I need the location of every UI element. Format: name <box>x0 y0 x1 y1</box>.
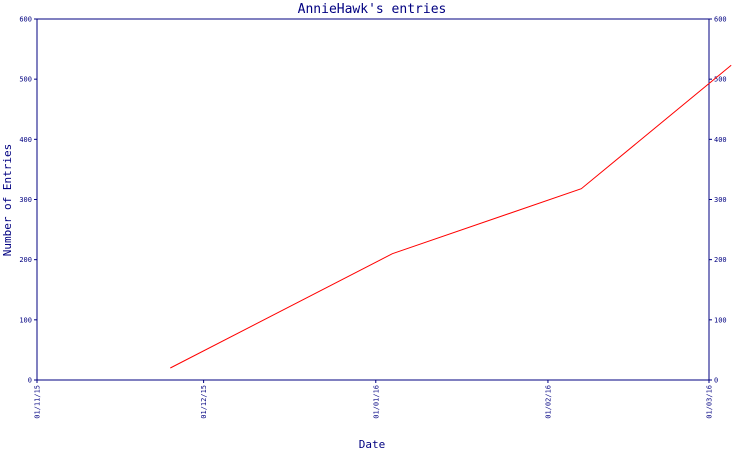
y-tick-label-right: 100 <box>714 316 727 324</box>
x-axis-label: Date <box>359 438 386 450</box>
y-tick-label-right: 300 <box>714 196 727 204</box>
x-tick-label: 01/12/15 <box>200 385 208 419</box>
y-axis-label: Number of Entries <box>1 144 14 257</box>
y-tick-label-left: 600 <box>19 16 32 24</box>
y-tick-label-left: 0 <box>28 377 32 385</box>
y-tick-label-right: 400 <box>714 136 727 144</box>
chart-title: AnnieHawk's entries <box>298 2 447 17</box>
y-axis-right: 0 100 200 300 400 500 600 <box>709 16 727 385</box>
y-tick-label-right: 500 <box>714 76 727 84</box>
y-tick-label-left: 500 <box>19 76 32 84</box>
series-group <box>170 64 732 369</box>
y-tick-label-left: 100 <box>19 316 32 324</box>
plot-area-frame <box>36 18 710 381</box>
x-tick-label: 01/02/16 <box>544 385 552 419</box>
y-tick-label-right: 0 <box>714 377 718 385</box>
y-tick-label-right: 200 <box>714 256 727 264</box>
series-line <box>170 64 732 369</box>
x-tick-label: 01/11/15 <box>34 385 42 419</box>
x-tick-label: 01/03/16 <box>706 385 714 419</box>
y-tick-label-right: 600 <box>714 16 727 24</box>
x-tick-label: 01/01/16 <box>372 385 380 419</box>
y-axis-left: 0 100 200 300 400 500 600 <box>19 16 37 385</box>
x-axis: 01/11/15 01/12/15 01/01/16 01/02/16 01/03/16 <box>34 380 714 419</box>
y-tick-label-left: 300 <box>19 196 32 204</box>
y-tick-label-left: 200 <box>19 256 32 264</box>
y-tick-label-left: 400 <box>19 136 32 144</box>
